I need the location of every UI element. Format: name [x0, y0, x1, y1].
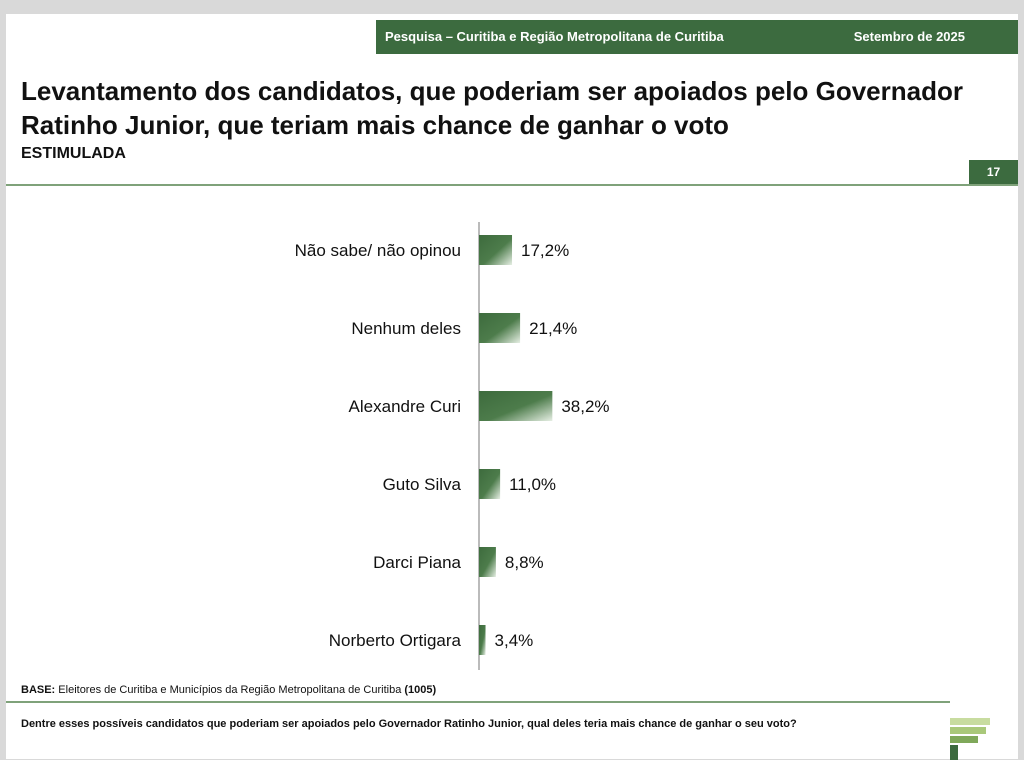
institute-logo [950, 718, 990, 760]
value-label-2: 38,2% [561, 397, 609, 416]
base-note: BASE: Eleitores de Curitiba e Municípios… [21, 684, 436, 696]
category-label-0: Não sabe/ não opinou [295, 241, 461, 260]
page-number-badge: 17 [969, 160, 1018, 184]
category-label-1: Nenhum deles [351, 319, 461, 338]
slide: Pesquisa – Curitiba e Região Metropolita… [6, 14, 1018, 760]
survey-question: Dentre esses possíveis candidatos que po… [21, 718, 797, 730]
value-label-0: 17,2% [521, 241, 569, 260]
bar-4 [479, 547, 496, 577]
bar-chart: Não sabe/ não opinou 17,2% Nenhum deles 21,… [295, 222, 610, 670]
slide-subtitle: ESTIMULADA [21, 145, 126, 162]
bar-0 [479, 235, 513, 265]
bar-5 [479, 625, 486, 655]
top-divider [6, 184, 1018, 186]
header-bar: Pesquisa – Curitiba e Região Metropolita… [376, 20, 1018, 54]
value-label-1: 21,4% [529, 319, 577, 338]
slide-title: Levantamento dos candidatos, que poderia… [21, 76, 963, 140]
value-label-4: 8,8% [505, 553, 544, 572]
base-count: (1005) [404, 684, 437, 696]
survey-label: Pesquisa – Curitiba e Região Metropolita… [385, 29, 724, 44]
bar-2 [479, 391, 553, 421]
category-label-4: Darci Piana [373, 553, 461, 572]
bar-3 [479, 469, 501, 499]
category-label-3: Guto Silva [383, 475, 462, 494]
category-label-2: Alexandre Curi [349, 397, 461, 416]
base-text: Eleitores de Curitiba e Municípios da Re… [55, 684, 405, 696]
survey-date: Setembro de 2025 [853, 29, 965, 44]
bar-1 [479, 313, 521, 343]
chart-marks: Não sabe/ não opinou 17,2% Nenhum deles 21,… [295, 235, 610, 655]
value-label-5: 3,4% [495, 631, 534, 650]
value-label-3: 11,0% [509, 475, 556, 494]
bottom-divider [6, 701, 950, 703]
base-label: BASE: [21, 684, 56, 696]
category-label-5: Norberto Ortigara [329, 631, 462, 650]
